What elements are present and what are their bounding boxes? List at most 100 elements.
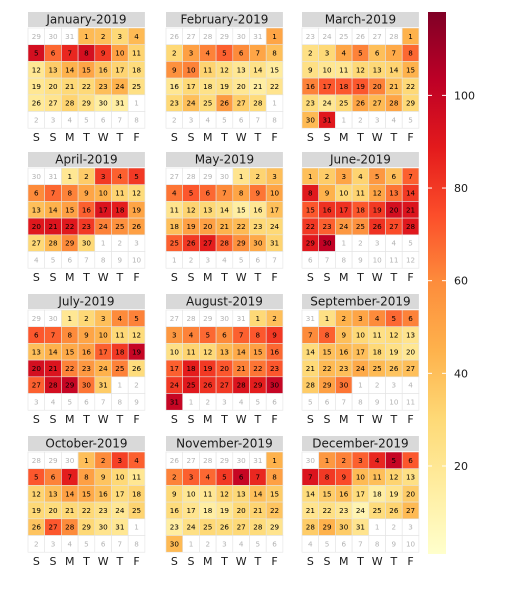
month-title: February-2019	[181, 13, 269, 27]
day-label: 25	[132, 82, 141, 91]
other-month-day-label: 9	[134, 397, 139, 406]
day-label: 14	[65, 65, 75, 74]
day-label: 26	[389, 506, 399, 515]
day-label: 14	[306, 347, 316, 356]
day-label: 12	[203, 347, 212, 356]
weekday-label: S	[50, 555, 57, 568]
day-label: 12	[186, 205, 195, 214]
day-label: 6	[34, 189, 39, 198]
day-label: 6	[408, 456, 413, 465]
day-label: 9	[341, 473, 346, 482]
day-label: 24	[270, 222, 280, 231]
other-month-day-label: 5	[51, 255, 56, 264]
day-label: 24	[115, 506, 125, 515]
empty-day-cell	[401, 111, 420, 129]
other-month-day-label: 5	[256, 539, 261, 548]
day-label: 9	[325, 189, 330, 198]
day-label: 27	[48, 99, 57, 108]
other-month-day-label: 5	[325, 539, 330, 548]
day-label: 26	[220, 99, 230, 108]
other-month-day-label: 5	[408, 115, 413, 124]
weekday-label: M	[65, 555, 75, 568]
month-title-strip	[166, 12, 283, 27]
day-label: 24	[115, 82, 125, 91]
weekday-label: F	[133, 131, 139, 144]
day-label: 24	[356, 364, 366, 373]
day-label: 18	[203, 82, 213, 91]
day-label: 20	[406, 489, 416, 498]
day-label: 10	[186, 65, 196, 74]
day-label: 1	[272, 32, 277, 41]
day-label: 16	[170, 506, 180, 515]
day-label: 24	[356, 506, 366, 515]
colorbar-tick-label: 60	[454, 275, 468, 288]
day-label: 3	[189, 49, 194, 58]
day-label: 3	[101, 172, 106, 181]
day-label: 1	[325, 314, 330, 323]
weekday-label: S	[171, 555, 178, 568]
other-month-day-label: 8	[134, 539, 139, 548]
weekday-label: S	[324, 555, 331, 568]
month-title-strip	[166, 294, 283, 309]
day-label: 17	[186, 82, 195, 91]
day-label: 10	[339, 189, 349, 198]
other-month-day-label: 5	[222, 115, 227, 124]
day-label: 1	[67, 314, 72, 323]
day-label: 28	[220, 239, 230, 248]
other-month-day-label: 28	[186, 314, 196, 323]
other-month-day-label: 2	[172, 115, 177, 124]
day-label: 13	[237, 489, 246, 498]
day-label: 30	[339, 381, 349, 390]
weekday-label: T	[389, 131, 397, 144]
day-label: 29	[237, 239, 247, 248]
month-title-strip	[28, 12, 145, 27]
weekday-label: S	[324, 413, 331, 426]
other-month-day-label: 1	[101, 239, 106, 248]
weekday-label: S	[33, 131, 40, 144]
other-month-day-label: 4	[205, 115, 210, 124]
day-label: 19	[186, 222, 196, 231]
day-label: 27	[220, 381, 229, 390]
other-month-day-label: 3	[205, 255, 210, 264]
other-month-day-label: 3	[51, 115, 56, 124]
day-label: 1	[84, 456, 89, 465]
day-label: 20	[406, 347, 416, 356]
day-label: 22	[406, 82, 415, 91]
day-label: 4	[134, 456, 139, 465]
other-month-day-label: 28	[32, 456, 42, 465]
other-month-day-label: 5	[67, 397, 72, 406]
day-label: 22	[306, 222, 315, 231]
day-label: 21	[65, 506, 74, 515]
day-label: 21	[48, 222, 57, 231]
day-label: 25	[373, 364, 382, 373]
day-label: 21	[389, 82, 398, 91]
other-month-day-label: 31	[306, 314, 315, 323]
day-label: 11	[115, 331, 124, 340]
other-month-day-label: 3	[189, 115, 194, 124]
day-label: 26	[132, 364, 142, 373]
day-label: 21	[253, 82, 262, 91]
day-label: 22	[322, 506, 331, 515]
day-label: 27	[389, 222, 398, 231]
day-label: 19	[132, 205, 142, 214]
day-label: 23	[170, 99, 179, 108]
day-label: 29	[253, 381, 263, 390]
weekday-label: W	[372, 555, 383, 568]
day-label: 16	[82, 205, 92, 214]
day-label: 29	[322, 381, 332, 390]
day-label: 12	[32, 489, 41, 498]
day-label: 18	[115, 205, 125, 214]
weekday-label: S	[188, 413, 195, 426]
day-label: 3	[358, 456, 363, 465]
day-label: 9	[341, 331, 346, 340]
day-label: 13	[32, 347, 41, 356]
day-label: 16	[306, 82, 316, 91]
day-label: 4	[189, 331, 194, 340]
weekday-label: M	[339, 555, 349, 568]
weekday-label: T	[115, 555, 123, 568]
day-label: 22	[322, 364, 331, 373]
day-label: 12	[389, 473, 398, 482]
day-label: 4	[134, 32, 139, 41]
other-month-day-label: 4	[222, 255, 227, 264]
